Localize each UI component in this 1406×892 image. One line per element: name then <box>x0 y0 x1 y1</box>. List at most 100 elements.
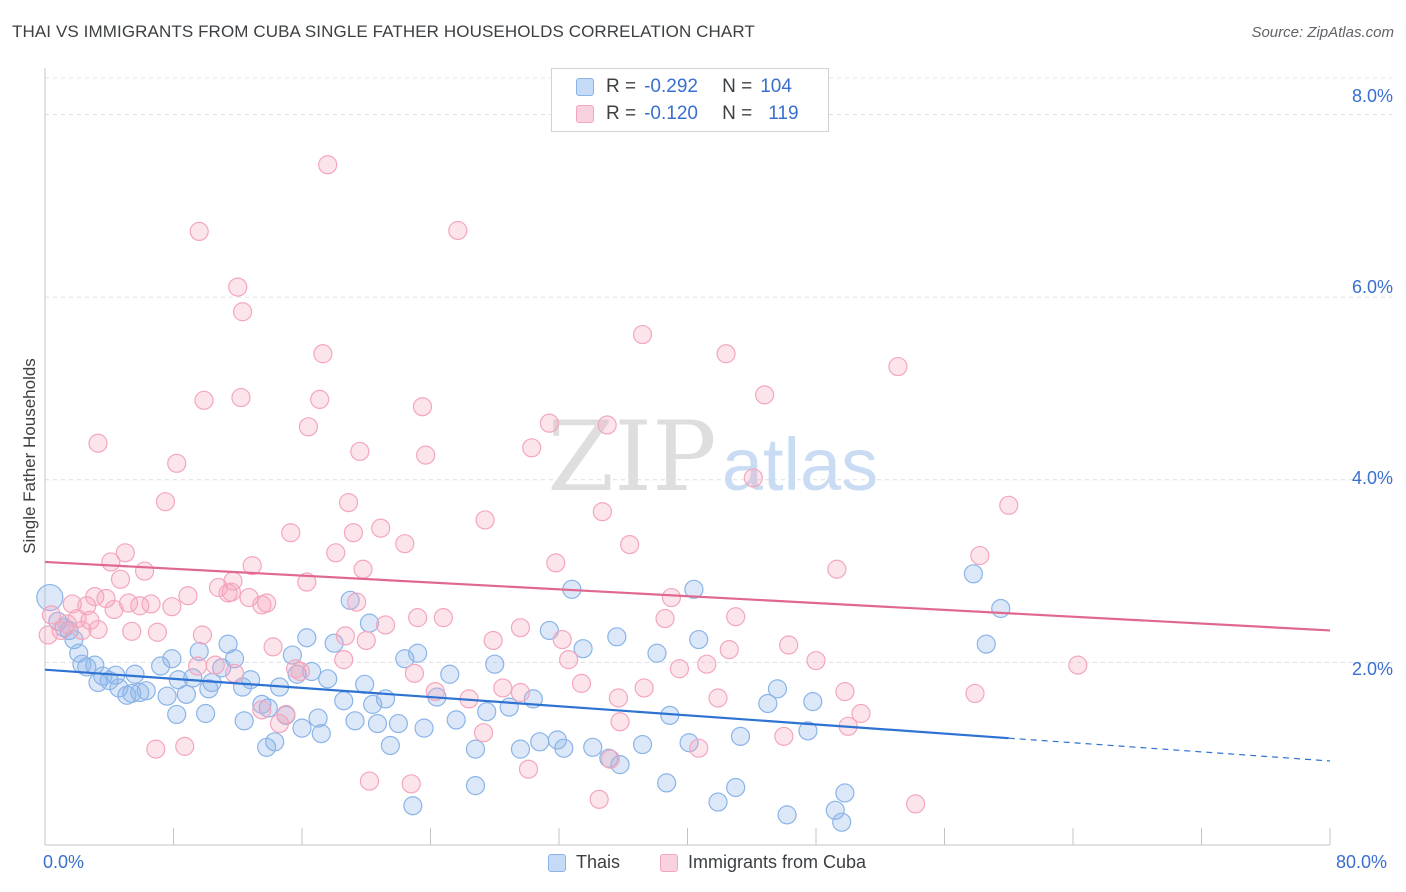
data-point <box>176 684 196 704</box>
data-point <box>774 726 794 746</box>
data-point <box>136 681 156 701</box>
data-point <box>999 495 1019 515</box>
data-point <box>716 344 736 364</box>
legend-r-label: R = <box>606 103 637 124</box>
data-point <box>334 650 354 670</box>
axes <box>44 68 1331 846</box>
data-point <box>465 739 486 759</box>
data-point <box>155 492 176 512</box>
data-point <box>178 586 198 606</box>
data-point <box>530 732 550 752</box>
watermark-atlas: atlas <box>722 423 878 506</box>
data-point <box>730 726 751 746</box>
data-point <box>433 608 453 628</box>
legend-r-value-thais: -0.292 <box>644 76 698 97</box>
data-point <box>335 626 355 646</box>
data-point <box>313 344 333 364</box>
data-point <box>340 590 360 610</box>
data-point <box>697 654 717 674</box>
data-point <box>326 543 346 563</box>
data-point <box>88 433 108 453</box>
y-tick-label-6: 6.0% <box>1351 277 1393 297</box>
data-point <box>477 702 497 722</box>
source-label: Source: ZipAtlas.com <box>1251 24 1394 41</box>
data-point <box>554 738 574 758</box>
data-point <box>297 572 317 592</box>
data-point <box>726 607 746 627</box>
data-point <box>827 559 847 579</box>
y-tick-label-4: 4.0% <box>1351 468 1393 488</box>
data-point <box>175 736 195 756</box>
legend-swatch-thais <box>576 78 594 96</box>
data-point <box>263 637 283 657</box>
data-point <box>657 773 677 793</box>
legend-n-value-cuba: 119 <box>768 103 799 124</box>
data-point <box>851 703 871 724</box>
data-point <box>632 734 653 755</box>
data-point <box>835 681 855 702</box>
data-point <box>252 700 272 720</box>
data-point <box>620 534 640 555</box>
data-point <box>234 711 254 731</box>
data-point <box>353 559 373 579</box>
data-point <box>499 697 519 717</box>
data-point <box>779 635 799 655</box>
data-point <box>758 693 778 714</box>
data-point <box>552 629 572 650</box>
data-point <box>465 776 486 796</box>
data-point <box>228 277 248 297</box>
data-point <box>835 783 855 803</box>
data-point <box>310 389 330 410</box>
data-point <box>146 739 166 759</box>
data-point <box>355 674 375 694</box>
watermark: ZIP atlas <box>547 401 878 513</box>
data-point <box>125 664 145 684</box>
data-point <box>689 738 709 758</box>
data-point <box>607 627 627 647</box>
data-point <box>183 668 203 688</box>
data-point <box>689 629 709 650</box>
data-point <box>96 588 116 609</box>
trend-line-cuba <box>44 560 1331 632</box>
data-point <box>991 598 1011 619</box>
data-point <box>408 608 428 628</box>
legend-n-label: N = <box>722 103 753 124</box>
watermark-zip: ZIP <box>547 401 716 513</box>
data-point <box>347 592 367 612</box>
legend-box: R = -0.292 N = 104 R = -0.120 N = 119 <box>551 68 829 132</box>
data-point <box>241 670 261 690</box>
bottom-legend-cuba: Immigrants from Cuba <box>660 852 866 873</box>
data-point <box>110 569 131 589</box>
data-point <box>726 777 746 798</box>
data-point <box>308 708 328 728</box>
series-cuba <box>38 155 1088 814</box>
data-point <box>343 523 363 543</box>
data-point <box>473 723 494 743</box>
data-point <box>408 643 428 663</box>
legend-r-value-cuba: -0.120 <box>644 103 698 124</box>
data-point <box>224 663 245 683</box>
trend-lines <box>44 560 1331 762</box>
data-point <box>281 523 301 543</box>
bottom-legend-label-cuba: Immigrants from Cuba <box>688 852 867 872</box>
data-point <box>367 713 388 734</box>
y-tick-label-2: 2.0% <box>1351 659 1393 679</box>
data-point <box>684 579 704 599</box>
data-point <box>510 682 531 703</box>
bottom-legend-label-thais: Thais <box>576 852 621 872</box>
data-point <box>359 613 380 633</box>
data-point <box>708 792 728 812</box>
chart-title: THAI VS IMMIGRANTS FROM CUBA SINGLE FATH… <box>12 22 755 41</box>
data-point <box>719 639 739 660</box>
data-point <box>970 545 990 566</box>
data-point <box>404 663 425 683</box>
gridlines <box>45 77 1392 663</box>
data-point <box>62 594 82 614</box>
data-point <box>242 555 262 576</box>
legend-swatch-cuba <box>576 105 594 123</box>
data-point <box>965 683 985 704</box>
data-point <box>403 796 423 816</box>
data-point <box>72 620 92 641</box>
data-point <box>412 397 433 417</box>
data-point <box>610 755 630 775</box>
